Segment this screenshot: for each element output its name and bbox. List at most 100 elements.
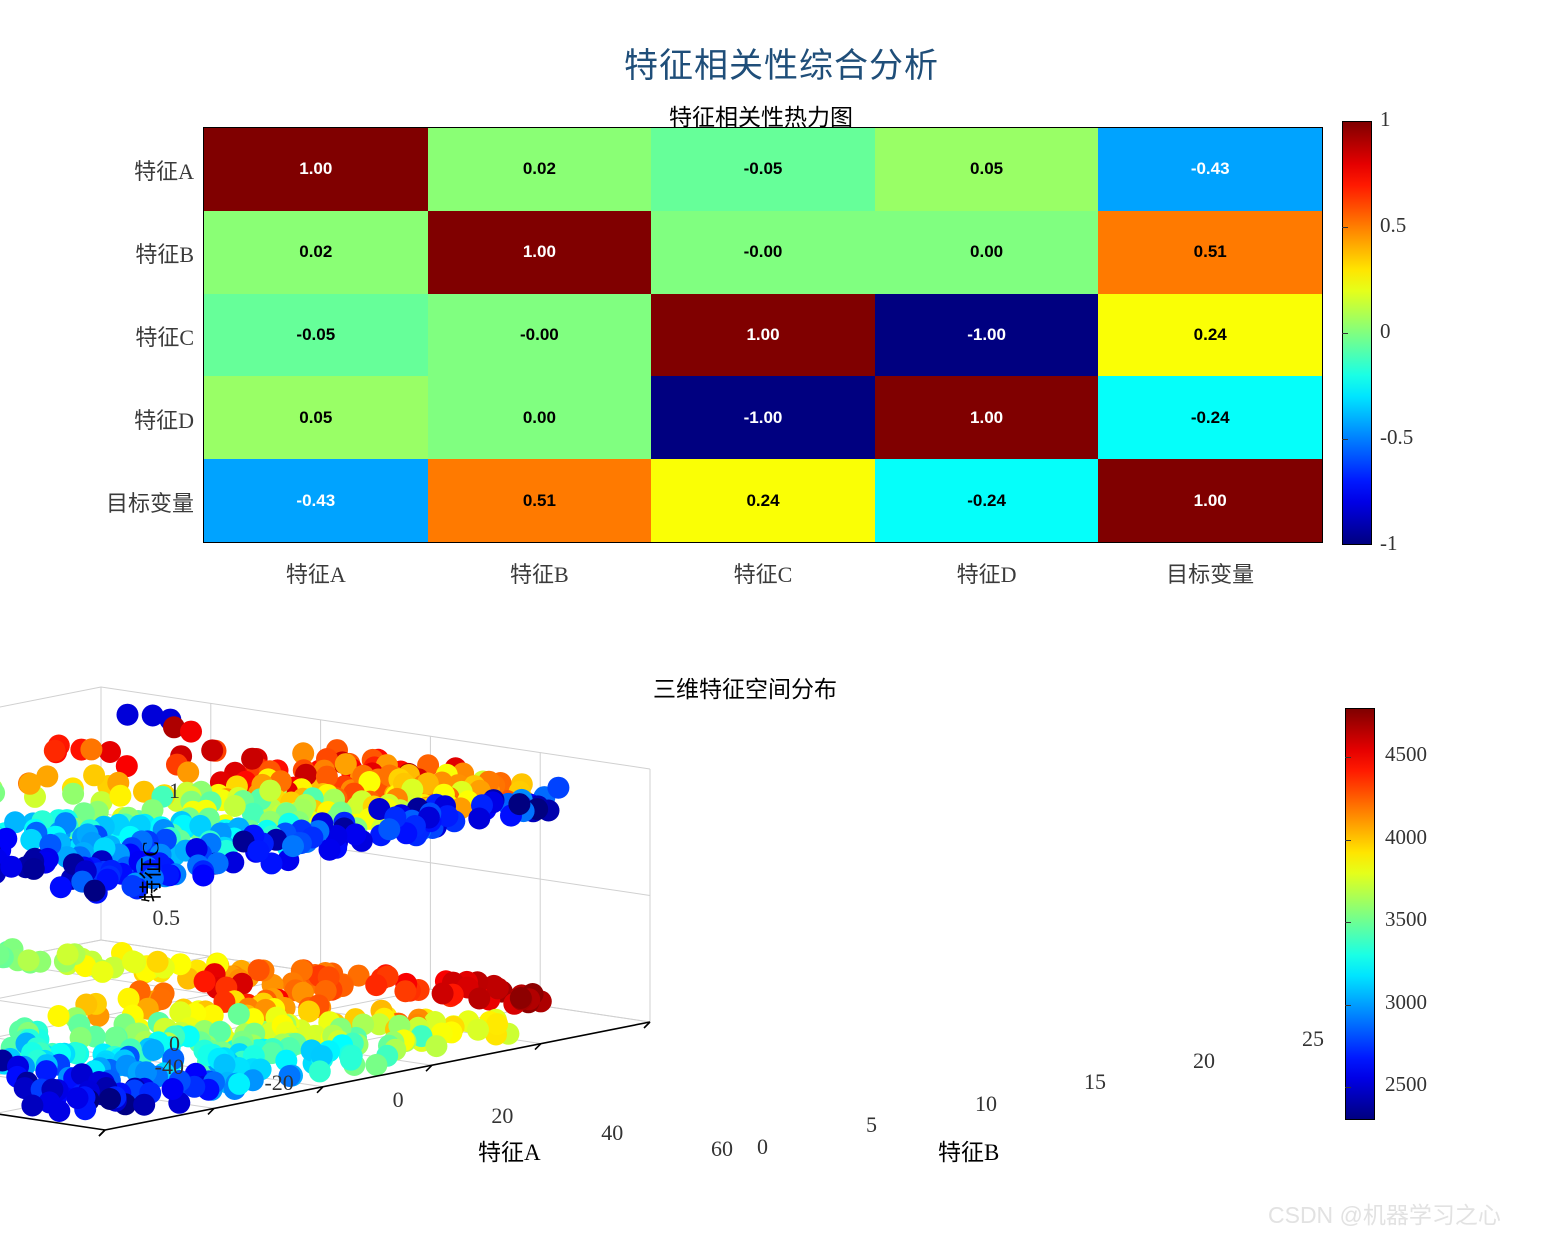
scatter3d-plot [0,640,1330,1200]
scatter-point [146,950,169,973]
scatter-point [117,987,140,1010]
heatmap-cell: -1.00 [874,293,1099,377]
yaxis-tick-mark [98,1129,106,1137]
page-title: 特征相关性综合分析 [624,48,939,85]
colorbar-tick-mark [1342,227,1348,228]
scatter-point [80,738,103,761]
scatter-point [315,765,338,788]
colorbar-tick-mark [1345,1087,1351,1089]
xaxis-tick-label: -40 [154,1054,184,1079]
heatmap-cell: 1.00 [874,376,1099,460]
scatter-point [247,840,270,862]
scatter-point [62,782,85,805]
scatter-point [22,857,45,880]
heatmap-cell: 0.24 [1098,293,1322,377]
scatter-point [99,1088,121,1110]
scatter-point [135,1061,157,1084]
scatter-point [339,1048,362,1071]
scatter-point [161,1078,184,1100]
xaxis-tick-label: 40 [601,1119,624,1145]
scatter-point [223,795,246,817]
yaxis-tick-mark [643,1021,651,1029]
heatmap-cell: -0.43 [1098,128,1322,211]
scatter-point [121,875,144,897]
zaxis-tick-label: 0 [169,1031,180,1056]
scatter-point [468,987,491,1010]
yaxis-line [104,1021,651,1131]
grid-line-wall [100,686,651,770]
yaxis-tick-label: 5 [866,1112,877,1138]
scatter3d-title: 三维特征空间分布 [653,677,837,702]
scatter-point [116,703,139,726]
yaxis-tick-label: 25 [1302,1026,1324,1051]
colorbar-tick-mark [1342,333,1348,334]
scatter-point [365,974,388,997]
scatter3d-zaxis-label: 特征C [138,841,164,903]
colorbar-tick-mark [1345,1004,1351,1006]
scatter-point [509,987,532,1009]
heatmap-cell: 0.00 [427,376,652,460]
scatter-point [486,1013,509,1036]
colorbar-tick-label: 2500 [1385,1072,1427,1097]
colorbar-tick-label: -1 [1380,531,1398,555]
colorbar-tick-label: 0.5 [1380,213,1407,237]
scatter-point [91,960,114,983]
colorbar-tick-label: 4500 [1385,742,1427,767]
scatter-point [508,793,531,816]
yaxis-tick-label: 20 [1193,1047,1215,1073]
scatter-point [133,780,155,803]
colorbar-tick-label: -0.5 [1380,425,1414,449]
scatter-point [193,970,216,993]
scatter-point [169,1001,192,1024]
scatter3d-yaxis-label: 特征B [938,1140,1000,1165]
scatter-point [395,822,418,845]
scatter-point [436,805,459,828]
scatter-point [66,1087,89,1110]
colorbar-tick-mark [1345,922,1351,924]
scatter-point [292,742,315,765]
heatmap-cell: -0.05 [651,128,875,211]
heatmap-cell: 0.51 [1098,210,1322,294]
scatter-point [0,855,23,878]
scatter-point [227,1003,250,1025]
scatter-point [17,949,40,972]
heatmap-cell-grid: 1.00 0.02 -0.05 0.05 -0.43 0.02 1.00 -0.00 0.00 0… [204,128,1322,542]
xaxis-tick-label: -20 [264,1070,294,1096]
scatter-point [13,1077,36,1100]
heatmap-cell: 0.02 [427,128,652,211]
heatmap-row-label: 特征A [134,159,194,185]
heatmap-cell: 0.05 [204,376,428,460]
scatter-point [201,739,224,762]
scatter-point [177,761,200,784]
scatter-point [163,716,185,739]
scatter-point [278,1065,301,1087]
heatmap-cell: 1.00 [1098,459,1322,542]
heatmap-cell: 1.00 [651,293,875,377]
colorbar-tick-label: 1 [1380,107,1391,131]
heatmap-row-label: 特征C [135,325,194,350]
scatter-point [394,980,417,1003]
scatter-point [209,1020,231,1043]
scatter-point [368,1013,391,1036]
scatter-point [21,1094,44,1117]
scatter-point [228,1072,251,1095]
heatmap-cell: -0.00 [651,210,875,294]
scatter-point [192,864,215,887]
yaxis-tick-label: 10 [975,1090,997,1116]
heatmap-row-label: 目标变量 [105,490,194,516]
scatter-point [18,772,41,795]
scatter-point [241,747,264,770]
scatter-point [344,823,367,846]
scatter3d-colorbar [1345,708,1375,1120]
heatmap-cell: -0.24 [1098,376,1322,460]
xaxis-tick-label: 60 [711,1136,733,1161]
scatter-point [0,783,6,803]
xaxis-tick-label: 0 [392,1086,404,1112]
scatter-point [425,1035,448,1058]
heatmap-cell: 0.24 [651,459,875,542]
colorbar-tick-label: 0 [1380,319,1391,343]
heatmap-cell: 0.00 [874,210,1099,294]
heatmap-cell: -0.05 [204,293,428,377]
yaxis-tick-mark [425,1064,433,1072]
correlation-heatmap: 1.00 0.02 -0.05 0.05 -0.43 0.02 1.00 -0.00 0.00 0… [203,127,1323,543]
